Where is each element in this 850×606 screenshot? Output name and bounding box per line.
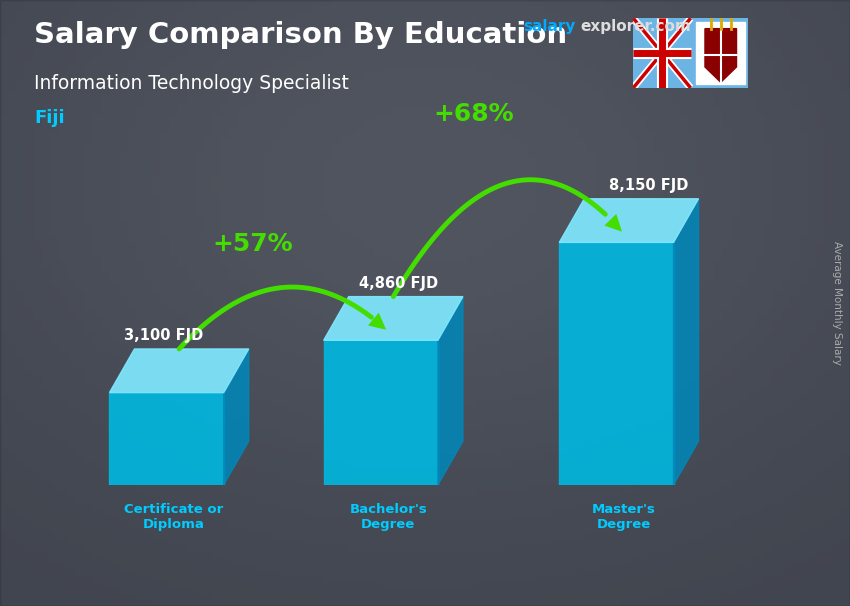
Polygon shape: [633, 18, 748, 88]
Polygon shape: [110, 349, 249, 393]
Polygon shape: [324, 340, 438, 485]
Polygon shape: [559, 242, 673, 485]
Text: Information Technology Specialist: Information Technology Specialist: [34, 74, 348, 93]
Text: Bachelor's
Degree: Bachelor's Degree: [349, 502, 428, 531]
Text: explorer.com: explorer.com: [581, 19, 691, 35]
Polygon shape: [559, 199, 699, 242]
Text: Average Monthly Salary: Average Monthly Salary: [832, 241, 842, 365]
Text: Master's
Degree: Master's Degree: [592, 502, 656, 531]
Text: Fiji: Fiji: [34, 109, 65, 127]
Text: 4,860 FJD: 4,860 FJD: [360, 276, 439, 291]
Polygon shape: [438, 296, 463, 485]
Polygon shape: [224, 349, 249, 485]
Polygon shape: [696, 22, 745, 84]
Text: +68%: +68%: [434, 102, 514, 125]
Polygon shape: [110, 393, 224, 485]
Text: +57%: +57%: [212, 232, 292, 256]
Polygon shape: [705, 28, 736, 82]
Text: Salary Comparison By Education: Salary Comparison By Education: [34, 21, 567, 49]
Polygon shape: [324, 296, 463, 340]
Text: Certificate or
Diploma: Certificate or Diploma: [124, 502, 224, 531]
Text: 3,100 FJD: 3,100 FJD: [124, 328, 203, 343]
Polygon shape: [673, 199, 699, 485]
Text: salary: salary: [523, 19, 575, 35]
Text: 8,150 FJD: 8,150 FJD: [609, 178, 688, 193]
